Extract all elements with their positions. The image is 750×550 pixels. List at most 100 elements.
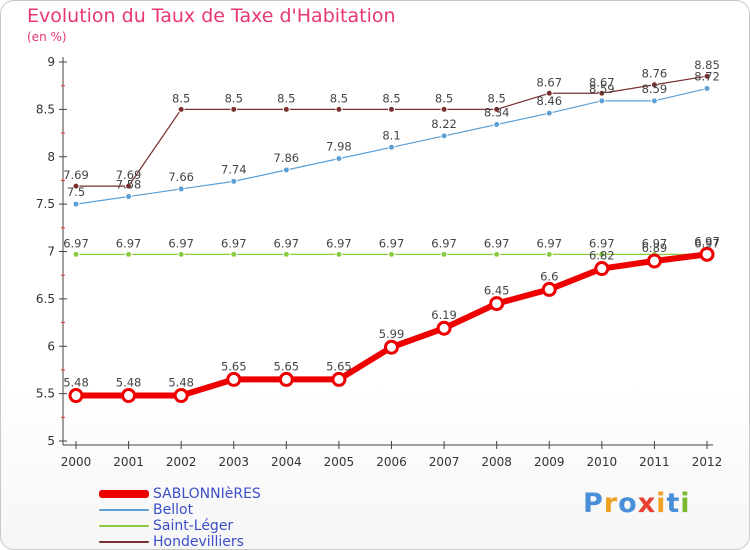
data-point — [72, 200, 80, 208]
data-label: 5.48 — [63, 376, 89, 390]
data-point — [72, 182, 80, 190]
data-point — [278, 371, 294, 387]
data-label: 8.5 — [172, 91, 190, 105]
data-label: 6.97 — [694, 234, 720, 248]
data-point — [440, 105, 448, 113]
data-label: 8.5 — [488, 91, 506, 105]
data-label: 8.5 — [277, 91, 295, 105]
legend-item: Saint-Léger — [99, 518, 261, 534]
x-tick-label: 2001 — [113, 455, 144, 469]
data-label: 6.97 — [116, 236, 142, 250]
data-label: 5.48 — [116, 376, 142, 390]
chart-subtitle: (en %) — [27, 30, 67, 44]
y-tick-label: 7 — [47, 245, 55, 259]
x-tick-label: 2006 — [376, 455, 407, 469]
x-tick-label: 2005 — [324, 455, 355, 469]
data-label: 6.97 — [484, 236, 510, 250]
data-point — [388, 250, 395, 258]
data-point — [388, 105, 395, 113]
data-point — [650, 97, 658, 105]
x-tick-label: 2007 — [429, 455, 460, 469]
data-label: 6.97 — [536, 236, 562, 250]
data-point — [646, 253, 662, 269]
data-point — [230, 105, 238, 113]
data-label: 5.48 — [168, 376, 194, 390]
logo-letter: i — [656, 488, 667, 519]
data-label: 6.19 — [431, 308, 457, 322]
data-point — [282, 250, 290, 258]
y-tick-label: 5.5 — [36, 387, 55, 401]
data-label: 6.6 — [540, 269, 558, 283]
data-point — [598, 89, 606, 97]
data-point — [545, 250, 553, 258]
legend-label: SABLONNIèRES — [153, 486, 261, 502]
data-label: 8.46 — [536, 94, 562, 108]
data-label: 6.97 — [326, 236, 352, 250]
data-label: 8.5 — [382, 91, 400, 105]
x-tick-label: 2010 — [587, 455, 618, 469]
data-point — [384, 339, 399, 355]
data-label: 8.67 — [589, 75, 615, 89]
logo-letter: P — [583, 488, 604, 519]
data-point — [436, 320, 452, 336]
legend-swatch — [99, 509, 149, 511]
data-label: 7.66 — [168, 170, 194, 184]
data-point — [125, 182, 133, 190]
data-point — [331, 371, 347, 387]
y-tick-label: 6.5 — [36, 292, 55, 306]
data-label: 7.98 — [326, 140, 352, 154]
data-point — [594, 261, 610, 277]
data-point — [72, 250, 80, 258]
legend-label: Bellot — [153, 502, 194, 518]
data-point — [177, 105, 185, 113]
data-label: 7.5 — [67, 185, 85, 199]
data-label: 8.76 — [642, 67, 668, 81]
data-label: 6.82 — [589, 249, 615, 263]
data-point — [703, 85, 711, 93]
data-point — [177, 250, 185, 258]
data-label: 6.97 — [168, 236, 194, 250]
x-tick-label: 2011 — [639, 455, 670, 469]
x-tick-label: 2003 — [218, 455, 249, 469]
logo-letter: x — [637, 488, 657, 519]
data-point — [541, 281, 557, 297]
logo-letter: i — [680, 488, 691, 519]
data-label: 8.59 — [589, 82, 615, 96]
data-label: 8.5 — [225, 91, 243, 105]
y-tick-label: 8 — [47, 150, 55, 164]
data-label: 5.65 — [221, 359, 247, 373]
data-label: 8.5 — [330, 91, 348, 105]
chart-title: Evolution du Taux de Taxe d'Habitation — [27, 5, 396, 27]
data-label: 8.1 — [382, 128, 400, 142]
data-label: 6.97 — [694, 236, 720, 250]
y-tick-label: 6 — [47, 339, 55, 353]
data-point — [545, 89, 553, 97]
data-label: 6.97 — [642, 236, 668, 250]
data-label: 8.67 — [536, 75, 562, 89]
data-point — [226, 371, 242, 387]
data-label: 5.65 — [326, 359, 352, 373]
x-tick-label: 2008 — [481, 455, 512, 469]
y-tick-label: 5 — [47, 434, 55, 448]
data-point — [230, 250, 238, 258]
data-point — [335, 250, 343, 258]
data-point — [493, 105, 501, 113]
x-tick-label: 2002 — [166, 455, 197, 469]
logo-letter: t — [666, 488, 681, 519]
data-label: 8.59 — [642, 82, 668, 96]
data-point — [598, 97, 606, 105]
data-point — [125, 250, 133, 258]
legend-label: Hondevilliers — [153, 534, 244, 550]
data-label: 8.85 — [694, 58, 720, 72]
data-label: 5.99 — [379, 327, 405, 341]
x-tick-label: 2009 — [534, 455, 565, 469]
legend-swatch — [99, 541, 149, 543]
data-label: 6.45 — [484, 284, 510, 298]
data-label: 7.58 — [116, 178, 142, 192]
data-point — [173, 388, 189, 404]
data-label: 6.97 — [63, 236, 89, 250]
legend: SABLONNIèRES Bellot Saint-Léger Hondevillie… — [99, 486, 261, 550]
legend-item: SABLONNIèRES — [99, 486, 261, 502]
